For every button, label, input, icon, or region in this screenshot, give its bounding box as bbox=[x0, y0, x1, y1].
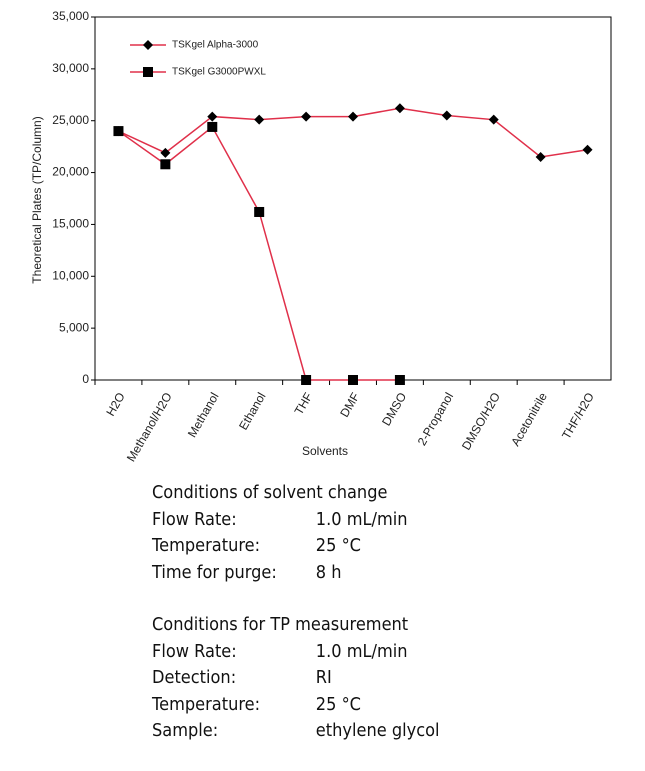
condition-row: Time for purge: 8 h bbox=[152, 560, 440, 587]
condition-label: Temperature: bbox=[152, 535, 261, 556]
x-tick-label: DMF bbox=[337, 390, 362, 420]
x-tick-label: Acetonitrile bbox=[508, 390, 550, 449]
marker bbox=[160, 147, 171, 158]
marker bbox=[488, 114, 499, 125]
marker bbox=[441, 110, 452, 121]
condition-label: Flow Rate: bbox=[152, 508, 237, 530]
marker bbox=[394, 103, 405, 114]
legend-label: TSKgel G3000PWXL bbox=[172, 67, 266, 78]
marker bbox=[254, 114, 265, 125]
condition-heading: Conditions for TP measurement bbox=[152, 614, 409, 635]
marker bbox=[254, 206, 265, 217]
condition-section: Conditions for TP measurement Flow Rate: 1… bbox=[152, 612, 440, 745]
y-tick-label: 20,000 bbox=[52, 165, 89, 179]
marker bbox=[207, 121, 218, 132]
condition-section: Conditions of solvent change Flow Rate: 1.… bbox=[152, 480, 440, 586]
condition-heading: Conditions of solvent change bbox=[152, 482, 388, 503]
marker bbox=[582, 144, 593, 155]
legend-marker bbox=[143, 67, 153, 77]
x-tick-label: H2O bbox=[103, 390, 127, 418]
marker bbox=[160, 159, 171, 170]
chart: Theoretical Plates (TP/Column) Solvents … bbox=[30, 9, 612, 464]
y-tick-label: 35,000 bbox=[52, 9, 89, 23]
conditions: Conditions of solvent change Flow Rate: 1.… bbox=[152, 480, 440, 771]
marker bbox=[301, 375, 312, 385]
x-tick-label: Methanol bbox=[185, 390, 222, 440]
x-tick-label: DMSO/H2O bbox=[459, 390, 503, 452]
x-tick-label: Methanol/H2O bbox=[124, 390, 175, 464]
condition-row: Temperature: 25 °C bbox=[152, 692, 440, 719]
y-axis-label: Theoretical Plates (TP/Column) bbox=[30, 116, 44, 283]
condition-label: Detection: bbox=[152, 667, 237, 688]
marker bbox=[348, 111, 358, 122]
legend-marker bbox=[143, 40, 153, 50]
condition-label: Time for purge: bbox=[152, 561, 277, 583]
x-axis-label: Solvents bbox=[302, 444, 348, 458]
condition-label: Sample: bbox=[152, 720, 219, 741]
y-tick-label: 30,000 bbox=[52, 61, 89, 75]
condition-value: ethylene glycol bbox=[315, 720, 440, 741]
marker bbox=[113, 126, 124, 137]
marker bbox=[207, 111, 218, 122]
condition-row: Temperature: 25 °C bbox=[152, 533, 440, 560]
condition-value: 1.0 mL/min bbox=[315, 508, 408, 530]
condition-label: Flow Rate: bbox=[152, 640, 237, 662]
marker bbox=[394, 375, 405, 385]
condition-row: Detection: RI bbox=[152, 665, 440, 692]
condition-value: 8 h bbox=[315, 561, 342, 583]
x-tick-label: 2-Propanol bbox=[415, 390, 456, 448]
condition-row: Flow Rate: 1.0 mL/min bbox=[152, 507, 440, 534]
legend-label: TSKgel Alpha-3000 bbox=[172, 40, 259, 51]
condition-row: Flow Rate: 1.0 mL/min bbox=[152, 639, 440, 666]
x-tick-label: Ethanol bbox=[236, 390, 268, 432]
y-tick-label: 25,000 bbox=[52, 113, 89, 127]
condition-value: 25 °C bbox=[315, 693, 361, 715]
page: Theoretical Plates (TP/Column) Solvents … bbox=[30, 9, 612, 741]
y-tick-label: 5,000 bbox=[59, 320, 89, 334]
marker bbox=[348, 375, 358, 385]
marker bbox=[301, 111, 312, 122]
x-tick-label: THF bbox=[292, 390, 316, 417]
y-tick-label: 10,000 bbox=[52, 268, 89, 282]
condition-value: 25 °C bbox=[315, 535, 361, 556]
x-tick-label: DMSO bbox=[379, 390, 409, 428]
x-tick-label: THF/H2O bbox=[559, 390, 597, 441]
condition-value: RI bbox=[315, 667, 332, 688]
marker bbox=[535, 152, 546, 163]
condition-value: 1.0 mL/min bbox=[315, 640, 408, 662]
y-tick-label: 0 bbox=[82, 372, 89, 386]
y-tick-label: 15,000 bbox=[52, 217, 89, 231]
condition-row: Sample: ethylene glycol bbox=[152, 718, 440, 745]
condition-label: Temperature: bbox=[152, 693, 261, 715]
